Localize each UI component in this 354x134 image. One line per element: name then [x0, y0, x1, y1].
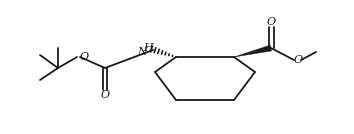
Polygon shape: [234, 45, 272, 57]
Text: O: O: [101, 90, 109, 100]
Text: O: O: [267, 17, 275, 27]
Text: O: O: [79, 52, 88, 62]
Text: N: N: [137, 47, 147, 57]
Text: H: H: [143, 43, 153, 53]
Text: O: O: [293, 55, 303, 65]
